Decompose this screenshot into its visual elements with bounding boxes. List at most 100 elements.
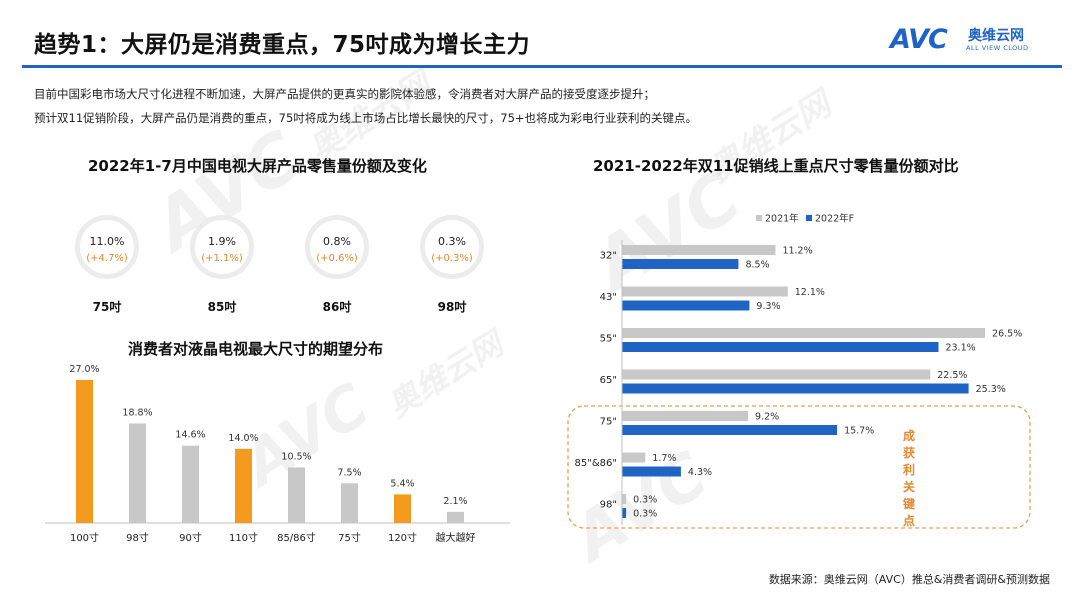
share-circle: 0.3% (+0.3%) [420, 215, 484, 279]
bar [622, 411, 749, 421]
logo-letters: AVC [890, 24, 948, 55]
size-label: 98吋 [437, 300, 467, 314]
category-label: 43" [600, 292, 617, 303]
bar [129, 423, 146, 523]
category-label: 98" [600, 500, 617, 511]
bar [622, 508, 627, 518]
data-label: 27.0% [69, 364, 99, 375]
category-label: 85"&86" [575, 458, 617, 469]
data-label: 15.7% [844, 426, 874, 437]
bar [76, 380, 93, 523]
data-label: 25.3% [976, 384, 1006, 395]
logo-cn: 奥维云网 [968, 28, 1024, 44]
bar [622, 286, 788, 297]
header: 趋势1：大屏仍是消费重点，75吋成为增长主力 AVC 奥维云网 ALL VIEW… [0, 0, 1080, 66]
data-label: 4.3% [688, 467, 712, 478]
bar [235, 448, 252, 523]
data-label: 23.1% [945, 343, 975, 354]
bar-chart-title: 消费者对液晶电视最大尺寸的期望分布 [128, 340, 384, 358]
data-label: 9.3% [756, 301, 780, 312]
share-circle: 11.0% (+4.7%) [75, 215, 139, 279]
size-label: 85吋 [207, 300, 237, 314]
bar [622, 245, 776, 255]
hbar-chart-title: 2021-2022年双11促销线上重点尺寸零售量份额对比 [593, 157, 959, 175]
bar [622, 342, 939, 352]
data-label: 14.0% [228, 433, 258, 444]
share-value: 11.0% [89, 235, 125, 248]
share-value: 1.9% [208, 235, 236, 248]
data-label: 26.5% [992, 329, 1022, 340]
legend-swatch [756, 215, 762, 221]
bar [622, 369, 931, 380]
share-circle: 0.8% (+0.6%) [305, 215, 369, 279]
bar [622, 494, 627, 504]
highlight-label-char: 关 [903, 479, 915, 494]
data-source-note: 数据来源：奥维云网（AVC）推总&消费者调研&预测数据 [768, 573, 1050, 586]
size-expectation-chart: 27.0% 100寸 18.8% 98寸 14.6% 90寸 14.0% 110寸 10.5% 8… [45, 364, 510, 544]
brand-logo: AVC 奥维云网 ALL VIEW CLOUD [890, 24, 1060, 58]
tick-label: 越大越好 [436, 531, 476, 544]
bar [341, 483, 358, 523]
legend-label: 2022年F [815, 213, 854, 225]
share-change: (+0.3%) [431, 253, 473, 264]
data-label: 18.8% [122, 407, 152, 418]
share-change: (+4.7%) [86, 253, 128, 264]
data-label: 7.5% [337, 467, 361, 478]
tick-label: 85/86寸 [277, 531, 316, 544]
share-circle: 1.9% (+1.1%) [190, 215, 254, 279]
description-line-2: 预计双11促销阶段，大屏产品仍是消费的重点，75吋将成为线上市场占比增长最快的尺… [34, 111, 698, 125]
share-change: (+1.1%) [201, 253, 243, 264]
bar [622, 328, 986, 338]
data-label: 5.4% [390, 478, 414, 489]
circles-title: 2022年1-7月中国电视大屏产品零售量份额及变化 [88, 157, 427, 175]
bar [622, 466, 681, 477]
bar [182, 445, 199, 523]
highlight-label-char: 键 [902, 496, 915, 511]
bar [288, 467, 305, 523]
data-label: 12.1% [795, 287, 825, 298]
bar [622, 259, 739, 269]
highlight-label-char: 利 [903, 462, 915, 477]
data-label: 14.6% [175, 430, 205, 441]
share-value: 0.3% [438, 235, 466, 248]
highlight-label-char: 获 [902, 445, 915, 460]
page-title: 趋势1：大屏仍是消费重点，75吋成为增长主力 [34, 32, 531, 58]
bar [622, 452, 646, 463]
bar [447, 511, 464, 523]
tick-label: 110寸 [229, 531, 258, 544]
tick-label: 120寸 [388, 531, 417, 544]
legend-swatch [806, 215, 812, 221]
bar [622, 383, 969, 394]
size-label: 86吋 [322, 300, 352, 314]
highlight-box [567, 405, 1031, 529]
data-label: 11.2% [782, 246, 812, 257]
tick-label: 100寸 [70, 531, 99, 544]
legend-label: 2021年 [765, 213, 799, 225]
share-value: 0.8% [323, 235, 351, 248]
bar [622, 425, 838, 435]
data-label: 0.3% [633, 509, 657, 520]
category-label: 32" [600, 251, 617, 262]
data-label: 0.3% [633, 495, 657, 506]
data-label: 10.5% [281, 451, 311, 462]
logo-en: ALL VIEW CLOUD [966, 44, 1029, 52]
share-change: (+0.6%) [316, 253, 358, 264]
description-line-1: 目前中国彩电市场大尺寸化进程不断加速，大屏产品提供的更真实的影院体验感，令消费者… [34, 87, 655, 101]
category-label: 65" [600, 375, 617, 386]
tick-label: 90寸 [179, 531, 202, 544]
data-label: 9.2% [755, 412, 779, 423]
bar [394, 494, 411, 523]
data-label: 8.5% [745, 260, 769, 271]
data-label: 1.7% [652, 453, 676, 464]
category-label: 75" [600, 417, 617, 428]
highlight-label-char: 成 [903, 428, 915, 443]
category-label: 55" [600, 334, 617, 345]
data-label: 2.1% [443, 496, 467, 507]
tick-label: 98寸 [126, 531, 149, 544]
bar [622, 300, 750, 311]
highlight-label-char: 点 [903, 513, 915, 528]
header-rule [22, 65, 1062, 68]
size-label: 75吋 [92, 300, 122, 314]
tick-label: 75寸 [338, 531, 361, 544]
